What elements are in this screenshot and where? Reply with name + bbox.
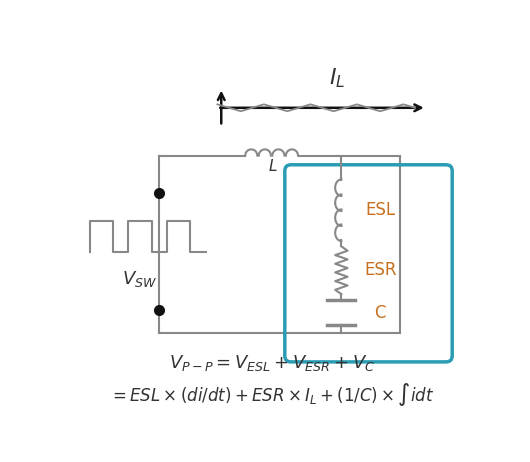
Text: ESR: ESR [364,261,396,279]
Text: ESL: ESL [365,201,395,219]
Text: $V_{P-P} = V_{ESL} + V_{ESR} + V_C$: $V_{P-P} = V_{ESL} + V_{ESR} + V_C$ [169,353,375,373]
Text: $= ESL \times (di/dt) + ESR \times I_L + (1/C) \times \int idt$: $= ESL \times (di/dt) + ESR \times I_L +… [109,381,434,408]
Text: $I_L$: $I_L$ [329,67,346,91]
Text: $L$: $L$ [268,158,278,174]
Text: C: C [374,304,386,322]
Text: $V_{SW}$: $V_{SW}$ [122,269,157,289]
